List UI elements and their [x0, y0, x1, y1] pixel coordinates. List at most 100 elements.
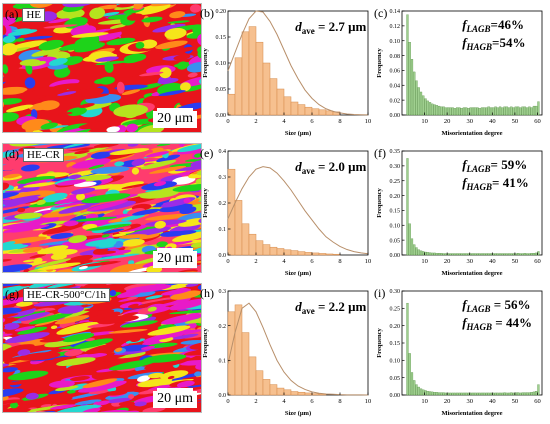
histogram-bar — [524, 393, 526, 395]
histogram-bar — [497, 393, 499, 395]
histogram-bar — [467, 108, 469, 115]
y-tick-label: 0.05 — [390, 376, 401, 382]
x-tick-label: 40 — [489, 258, 496, 265]
x-tick-label: 2 — [254, 118, 257, 125]
x-axis-label: Misorientation degree — [441, 270, 502, 277]
histogram-bar — [533, 106, 535, 115]
y-tick-label: 0.1 — [219, 227, 227, 233]
histogram-bar — [533, 253, 535, 255]
histogram-bar — [508, 254, 510, 255]
x-tick-label: 0 — [226, 398, 229, 405]
histogram-bar — [467, 254, 469, 255]
histogram-bar — [431, 253, 433, 255]
x-tick-label: 8 — [338, 258, 341, 265]
histogram-bar — [409, 42, 411, 115]
histogram-bar — [305, 107, 312, 115]
histogram-bar — [488, 393, 490, 395]
histogram-bar — [305, 393, 312, 395]
histogram-bar — [526, 108, 528, 115]
histogram-bar — [440, 253, 442, 255]
histogram-bar — [465, 254, 467, 255]
histogram-bar — [409, 224, 411, 255]
histogram-bar — [452, 393, 454, 395]
x-tick-label: 0 — [226, 258, 229, 265]
histogram-bar — [427, 252, 429, 255]
histogram-bar — [436, 253, 438, 255]
grain — [19, 412, 63, 413]
histogram-bar — [526, 393, 528, 395]
histogram-bar — [420, 92, 422, 115]
boundary-fraction-annotation: fHAGB = 44% — [462, 315, 532, 332]
y-tick-label: 0.08 — [390, 54, 401, 60]
histogram-bar — [298, 252, 305, 255]
y-tick-label: 0.3 — [219, 175, 227, 181]
histogram-bar — [449, 254, 451, 255]
histogram-bar — [420, 251, 422, 255]
histogram-bar — [531, 253, 533, 255]
histogram-bar — [479, 393, 481, 395]
x-tick-label: 50 — [512, 118, 518, 125]
ebsd-map-he: (a)HE 20 μm — [2, 3, 202, 133]
sample-tag: HE — [22, 8, 45, 22]
y-tick-label: 0.00 — [390, 393, 401, 399]
histogram-bar — [249, 27, 256, 115]
histogram-bar — [517, 253, 519, 255]
y-tick-label: 0.06 — [390, 69, 401, 75]
panel-letter: (i) — [374, 286, 385, 300]
histogram-bar — [249, 357, 256, 395]
x-axis-label: Misorientation degree — [441, 410, 502, 417]
histogram-bar — [422, 96, 424, 115]
histogram-bar — [413, 245, 415, 255]
histogram-bar — [510, 393, 512, 395]
histogram-bar — [504, 393, 506, 395]
histogram-bar — [488, 254, 490, 255]
histogram-bar — [445, 254, 447, 255]
x-axis-label: Misorientation degree — [441, 130, 502, 137]
histogram-bar — [418, 250, 420, 255]
y-tick-label: 0.05 — [390, 238, 401, 244]
histogram-bar — [458, 108, 460, 115]
histogram-bar — [291, 102, 298, 115]
scale-bar: 20 μm — [153, 251, 197, 268]
x-tick-label: 8 — [338, 118, 341, 125]
histogram-bar — [510, 107, 512, 115]
grain — [65, 412, 96, 413]
histogram-bar — [501, 393, 503, 395]
histogram-bar — [488, 107, 490, 115]
y-tick-label: 0.10 — [390, 223, 401, 229]
x-tick-label: 10 — [421, 398, 428, 405]
histogram-bar — [452, 108, 454, 115]
y-tick-label: 0.10 — [216, 61, 227, 67]
histogram-bar — [524, 253, 526, 255]
histogram-bar — [465, 108, 467, 115]
boundary-fraction-annotation: fHAGB=54% — [462, 35, 525, 52]
histogram-bar — [418, 387, 420, 395]
histogram-bar — [499, 254, 501, 255]
histogram-bar — [312, 394, 319, 395]
x-tick-label: 6 — [310, 258, 314, 265]
histogram-bar — [490, 108, 492, 115]
histogram-bar — [284, 390, 291, 395]
histogram-bar — [256, 42, 263, 115]
histogram-bar — [270, 385, 277, 395]
histogram-bar — [535, 391, 537, 395]
histogram-bar — [449, 108, 451, 115]
histogram-bar — [291, 251, 298, 255]
histogram-bar — [533, 392, 535, 395]
x-tick-label: 50 — [512, 258, 518, 265]
y-tick-label: 0.14 — [390, 9, 401, 15]
panel-letter: (b) — [200, 6, 214, 20]
boundary-fraction-annotation: fLAGB= 59% — [462, 157, 527, 174]
scale-bar-label: 20 μm — [157, 111, 193, 126]
histogram-bar — [438, 393, 440, 395]
histogram-bar — [522, 393, 524, 395]
y-tick-label: 0.3 — [219, 289, 227, 295]
histogram-bar — [443, 107, 445, 115]
histogram-bar — [458, 254, 460, 255]
histogram-bar — [277, 388, 284, 395]
histogram-bar — [479, 108, 481, 115]
y-tick-label: 0.30 — [390, 289, 401, 295]
